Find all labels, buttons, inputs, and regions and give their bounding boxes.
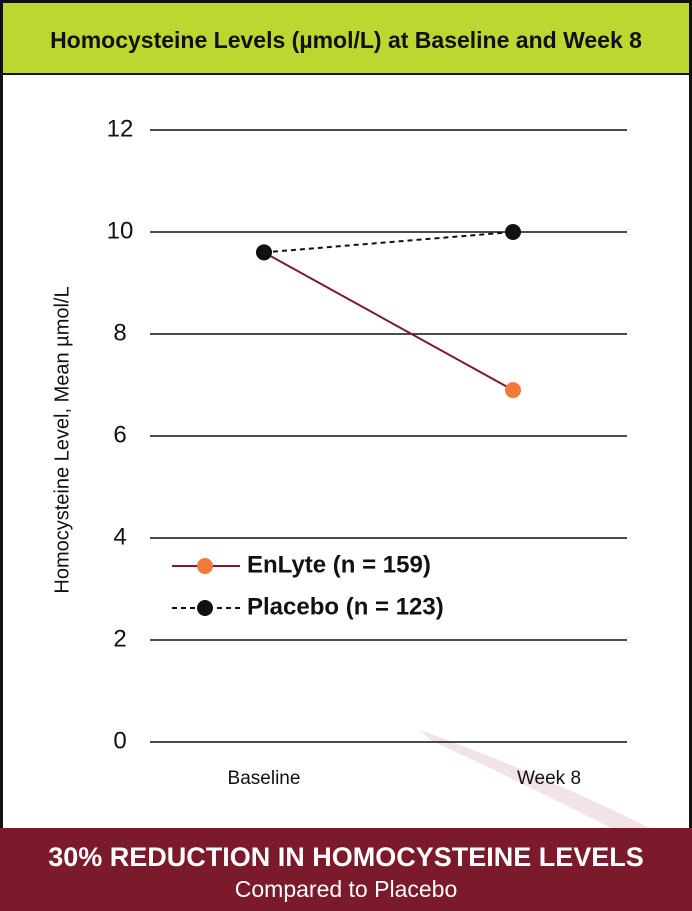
chart-title: Homocysteine Levels (µmol/L) at Baseline…	[50, 27, 642, 53]
footer-headline: 30% REDUCTION IN HOMOCYSTEINE LEVELS	[48, 842, 644, 872]
point	[505, 382, 521, 399]
series-line	[263, 251, 514, 391]
y-tick-label: 0	[113, 727, 126, 754]
y-tick-label: 2	[113, 625, 126, 652]
series-line	[263, 231, 514, 254]
point	[256, 244, 272, 261]
decor-swoosh	[420, 730, 692, 870]
header-band	[0, 0, 692, 74]
y-tick-label: 8	[113, 319, 126, 346]
point	[505, 224, 521, 240]
footer-band	[0, 828, 692, 911]
y-tick-label: 4	[113, 523, 126, 550]
x-tick-label: Baseline	[228, 768, 301, 789]
legend-label: Placebo (n = 123)	[247, 593, 444, 620]
y-tick-label: 12	[107, 115, 134, 142]
legend-label: EnLyte (n = 159)	[247, 551, 431, 578]
x-tick-label: Week 8	[517, 768, 581, 789]
legend-marker	[197, 558, 213, 574]
y-axis-label: Homocysteine Level, Mean µmol/L	[51, 286, 73, 593]
legend-marker	[197, 600, 213, 616]
footer-subline: Compared to Placebo	[235, 876, 457, 902]
y-tick-label: 6	[113, 421, 126, 448]
y-tick-label: 10	[107, 217, 134, 244]
